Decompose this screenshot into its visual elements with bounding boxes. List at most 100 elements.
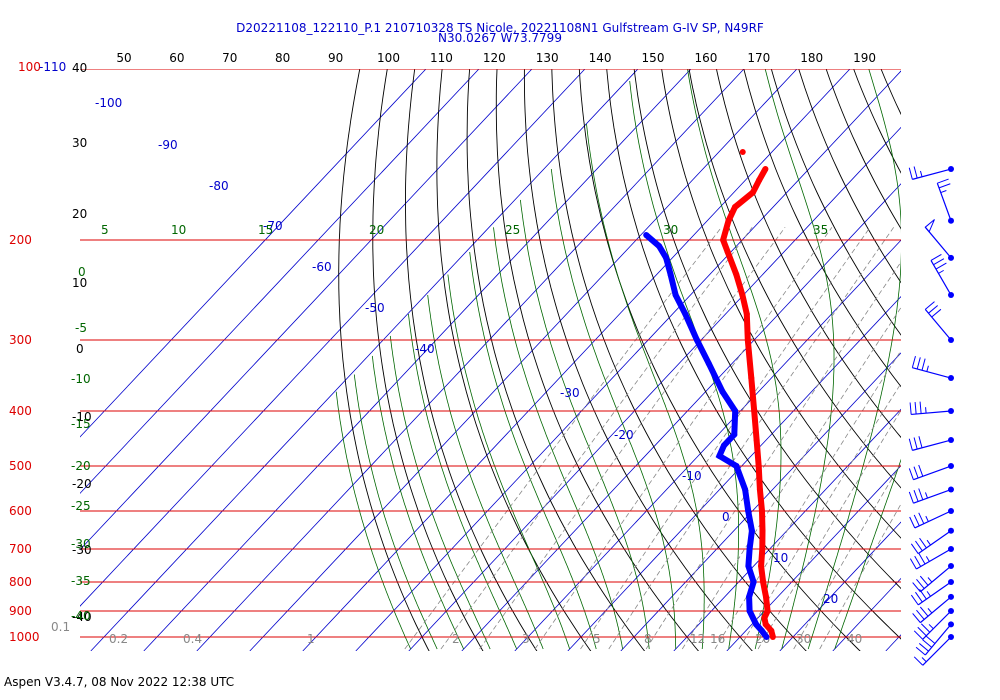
wind-barb-column [908, 166, 954, 666]
wind-barb-flag [913, 466, 919, 479]
moist-adiabat-label: -15 [71, 417, 91, 431]
temperature-point [768, 627, 775, 634]
isotherm-line [196, 69, 745, 651]
dewpoint-point [719, 388, 726, 395]
temperature-point [751, 407, 758, 414]
mixing-ratio-line [819, 503, 901, 650]
footer-version: Aspen V3.4.7, 08 Nov 2022 12:38 UTC [4, 675, 235, 689]
wind-barb-staff [924, 623, 952, 656]
dry-adiabat-line [853, 69, 901, 174]
wind-barb [910, 527, 954, 555]
moist-adiabat-line [629, 80, 739, 650]
wind-barb-flag [909, 558, 917, 570]
wind-barb-flag [918, 464, 924, 477]
wind-barb-half-flag [926, 539, 931, 546]
isotherm-line [939, 69, 1000, 651]
mixing-ratio-label: 5 [593, 632, 601, 646]
moist-adiabat-label: 0 [78, 265, 86, 279]
moist-adiabat-line [469, 251, 597, 650]
x-axis-top-tick-label: 170 [747, 51, 770, 65]
theta-label: -20 [72, 477, 92, 491]
mixing-ratio-line [608, 227, 895, 650]
isotherm-line [90, 69, 639, 651]
isotherm-line [514, 239, 901, 651]
temperature-point [758, 507, 765, 514]
wind-barb-half-flag [925, 556, 930, 562]
wind-barb-staff [919, 565, 952, 593]
wind-barb-flag [910, 543, 919, 554]
mixing-ratio-label: 30 [796, 632, 811, 646]
isotherm-line [461, 183, 901, 651]
wind-barb-flag [913, 656, 924, 666]
temperature-point [731, 204, 738, 211]
dewpoint-point [748, 527, 755, 534]
pressure-tick-label: 200 [9, 233, 32, 247]
wind-barb-flag [919, 606, 929, 617]
isotherm-line [80, 69, 480, 494]
theta-label: -10 [72, 410, 92, 424]
theta-label: -30 [72, 543, 92, 557]
moist-adiabat-line [447, 274, 571, 650]
mixing-ratio-label: 2 [452, 632, 460, 646]
pressure-tick-label: 100 [18, 60, 41, 74]
x-axis-top-tick-label: 110 [430, 51, 453, 65]
isotherm-line [832, 577, 901, 651]
wind-barb-half-flag [919, 170, 923, 177]
dry-adiabat-line [988, 64, 1000, 656]
wind-barb-staff [916, 548, 952, 570]
temperature-point [761, 614, 768, 621]
wind-barb-staff [911, 410, 952, 416]
isotherm-line [726, 465, 901, 651]
wind-barb-half-flag [921, 657, 927, 663]
wind-barb-flag [918, 436, 923, 448]
wind-barb-flag [935, 262, 947, 270]
wind-barb-flag [919, 575, 929, 586]
mixing-ratio-label: 0.1 [51, 620, 70, 634]
wind-barb-flag [910, 594, 919, 606]
dewpoint-point [763, 634, 770, 640]
moist-adiabat-line [520, 199, 650, 650]
mixing-ratio-line [645, 261, 901, 650]
isotherm-label: 10 [773, 551, 788, 565]
wind-barb-flag [919, 589, 927, 600]
pressure-tick-label: 700 [9, 542, 32, 556]
dry-adiabat-line [961, 64, 1000, 656]
wind-barb-staff [912, 439, 952, 451]
theta-label: 10 [72, 276, 87, 290]
temperature-point [756, 177, 763, 184]
moist-adiabat-label: 10 [171, 223, 186, 237]
wind-barb-flag [919, 401, 922, 414]
dry-adiabat-line [770, 69, 901, 336]
temperature-point [739, 292, 746, 299]
isotherm-label: -100 [95, 96, 122, 110]
wind-barb [909, 401, 954, 416]
wind-barb-half-flag [924, 492, 928, 499]
wind-barb-flag [912, 613, 921, 623]
dry-adiabat-line [880, 69, 901, 116]
theta-label: 30 [72, 136, 87, 150]
mixing-ratio-line [738, 382, 901, 650]
dewpoint-point [705, 360, 712, 367]
mixing-ratio-line [714, 349, 901, 650]
wind-barb [908, 166, 954, 180]
wind-barb-flag [913, 630, 924, 640]
pressure-tick-label: 400 [9, 404, 32, 418]
theta-label: 40 [72, 61, 87, 75]
x-axis-top-tick-label: 120 [483, 51, 506, 65]
x-axis-top-tick-label: 140 [589, 51, 612, 65]
dry-adiabat-line [934, 64, 1000, 656]
temperature-point [743, 311, 750, 318]
wind-barb-flag [909, 402, 912, 415]
wind-barb-flag [924, 301, 935, 310]
temperature-point [725, 217, 732, 224]
wind-barb-flag [922, 639, 933, 648]
moist-adiabat-line [353, 374, 438, 650]
mixing-ratio-label: 8 [644, 632, 652, 646]
wind-barb-flag [918, 643, 929, 652]
wind-barb-staff [924, 308, 952, 341]
temperature-point [748, 375, 755, 382]
dewpoint-point [742, 486, 749, 493]
theta-label: -40 [72, 610, 92, 624]
moist-adiabat-line [389, 335, 491, 650]
chart-title-line-2: N30.0267 W73.7799 [438, 31, 562, 45]
